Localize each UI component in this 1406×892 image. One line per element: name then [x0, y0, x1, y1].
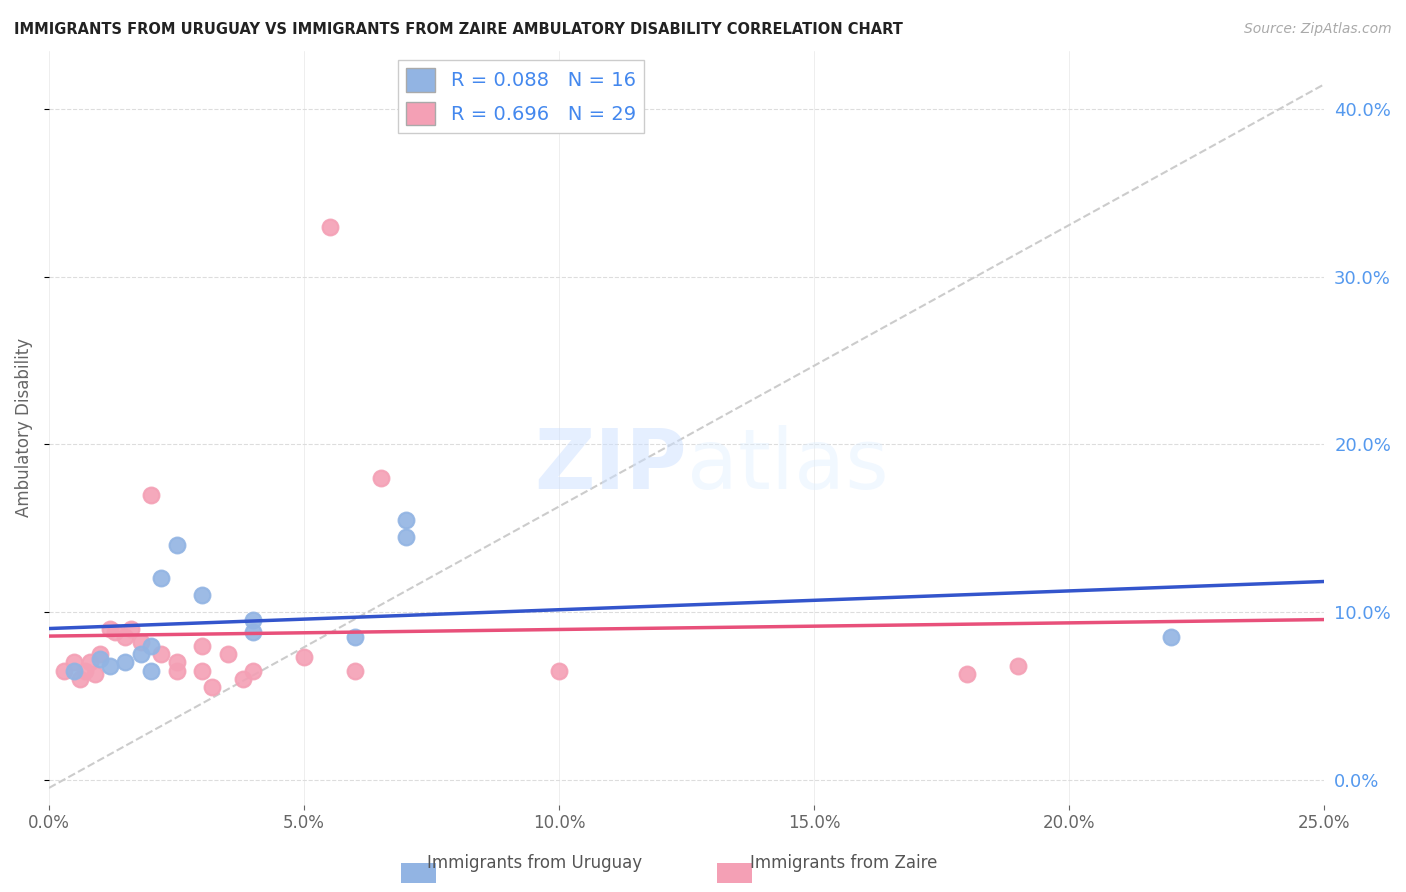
Point: [63, 655, 86, 669]
Point: [217, 647, 239, 661]
Point: [292, 650, 315, 665]
Point: [191, 588, 214, 602]
Point: [191, 639, 214, 653]
Point: [150, 572, 173, 586]
Text: Immigrants from Uruguay: Immigrants from Uruguay: [426, 855, 643, 872]
Point: [120, 622, 142, 636]
Point: [166, 655, 188, 669]
Point: [89, 647, 111, 661]
Point: [395, 513, 418, 527]
Point: [139, 488, 162, 502]
Point: [166, 538, 188, 552]
Point: [344, 664, 367, 678]
Point: [83, 667, 105, 681]
Point: [242, 613, 264, 627]
Point: [242, 625, 264, 640]
Point: [548, 664, 571, 678]
Text: Source: ZipAtlas.com: Source: ZipAtlas.com: [1244, 22, 1392, 37]
Point: [232, 672, 254, 686]
Text: ZIP: ZIP: [534, 425, 686, 506]
Point: [129, 647, 152, 661]
Text: atlas: atlas: [686, 425, 889, 506]
Point: [956, 667, 979, 681]
Point: [1160, 630, 1182, 644]
Y-axis label: Ambulatory Disability: Ambulatory Disability: [15, 338, 32, 517]
Point: [53, 664, 76, 678]
Point: [139, 639, 162, 653]
Point: [1007, 658, 1029, 673]
Point: [89, 652, 111, 666]
Point: [139, 664, 162, 678]
Point: [98, 658, 121, 673]
Point: [114, 655, 136, 669]
Text: IMMIGRANTS FROM URUGUAY VS IMMIGRANTS FROM ZAIRE AMBULATORY DISABILITY CORRELATI: IMMIGRANTS FROM URUGUAY VS IMMIGRANTS FR…: [14, 22, 903, 37]
Point: [318, 219, 340, 234]
Point: [191, 664, 214, 678]
Legend: R = 0.088   N = 16, R = 0.696   N = 29: R = 0.088 N = 16, R = 0.696 N = 29: [398, 61, 644, 133]
Point: [344, 630, 367, 644]
Point: [166, 664, 188, 678]
Point: [395, 530, 418, 544]
Point: [114, 630, 136, 644]
Point: [242, 664, 264, 678]
Point: [63, 664, 86, 678]
Point: [69, 672, 91, 686]
Point: [370, 471, 392, 485]
Point: [104, 625, 127, 640]
Point: [201, 681, 224, 695]
Point: [79, 655, 101, 669]
Point: [150, 647, 173, 661]
Point: [98, 622, 121, 636]
Point: [129, 635, 152, 649]
Text: Immigrants from Zaire: Immigrants from Zaire: [749, 855, 938, 872]
Point: [73, 664, 96, 678]
